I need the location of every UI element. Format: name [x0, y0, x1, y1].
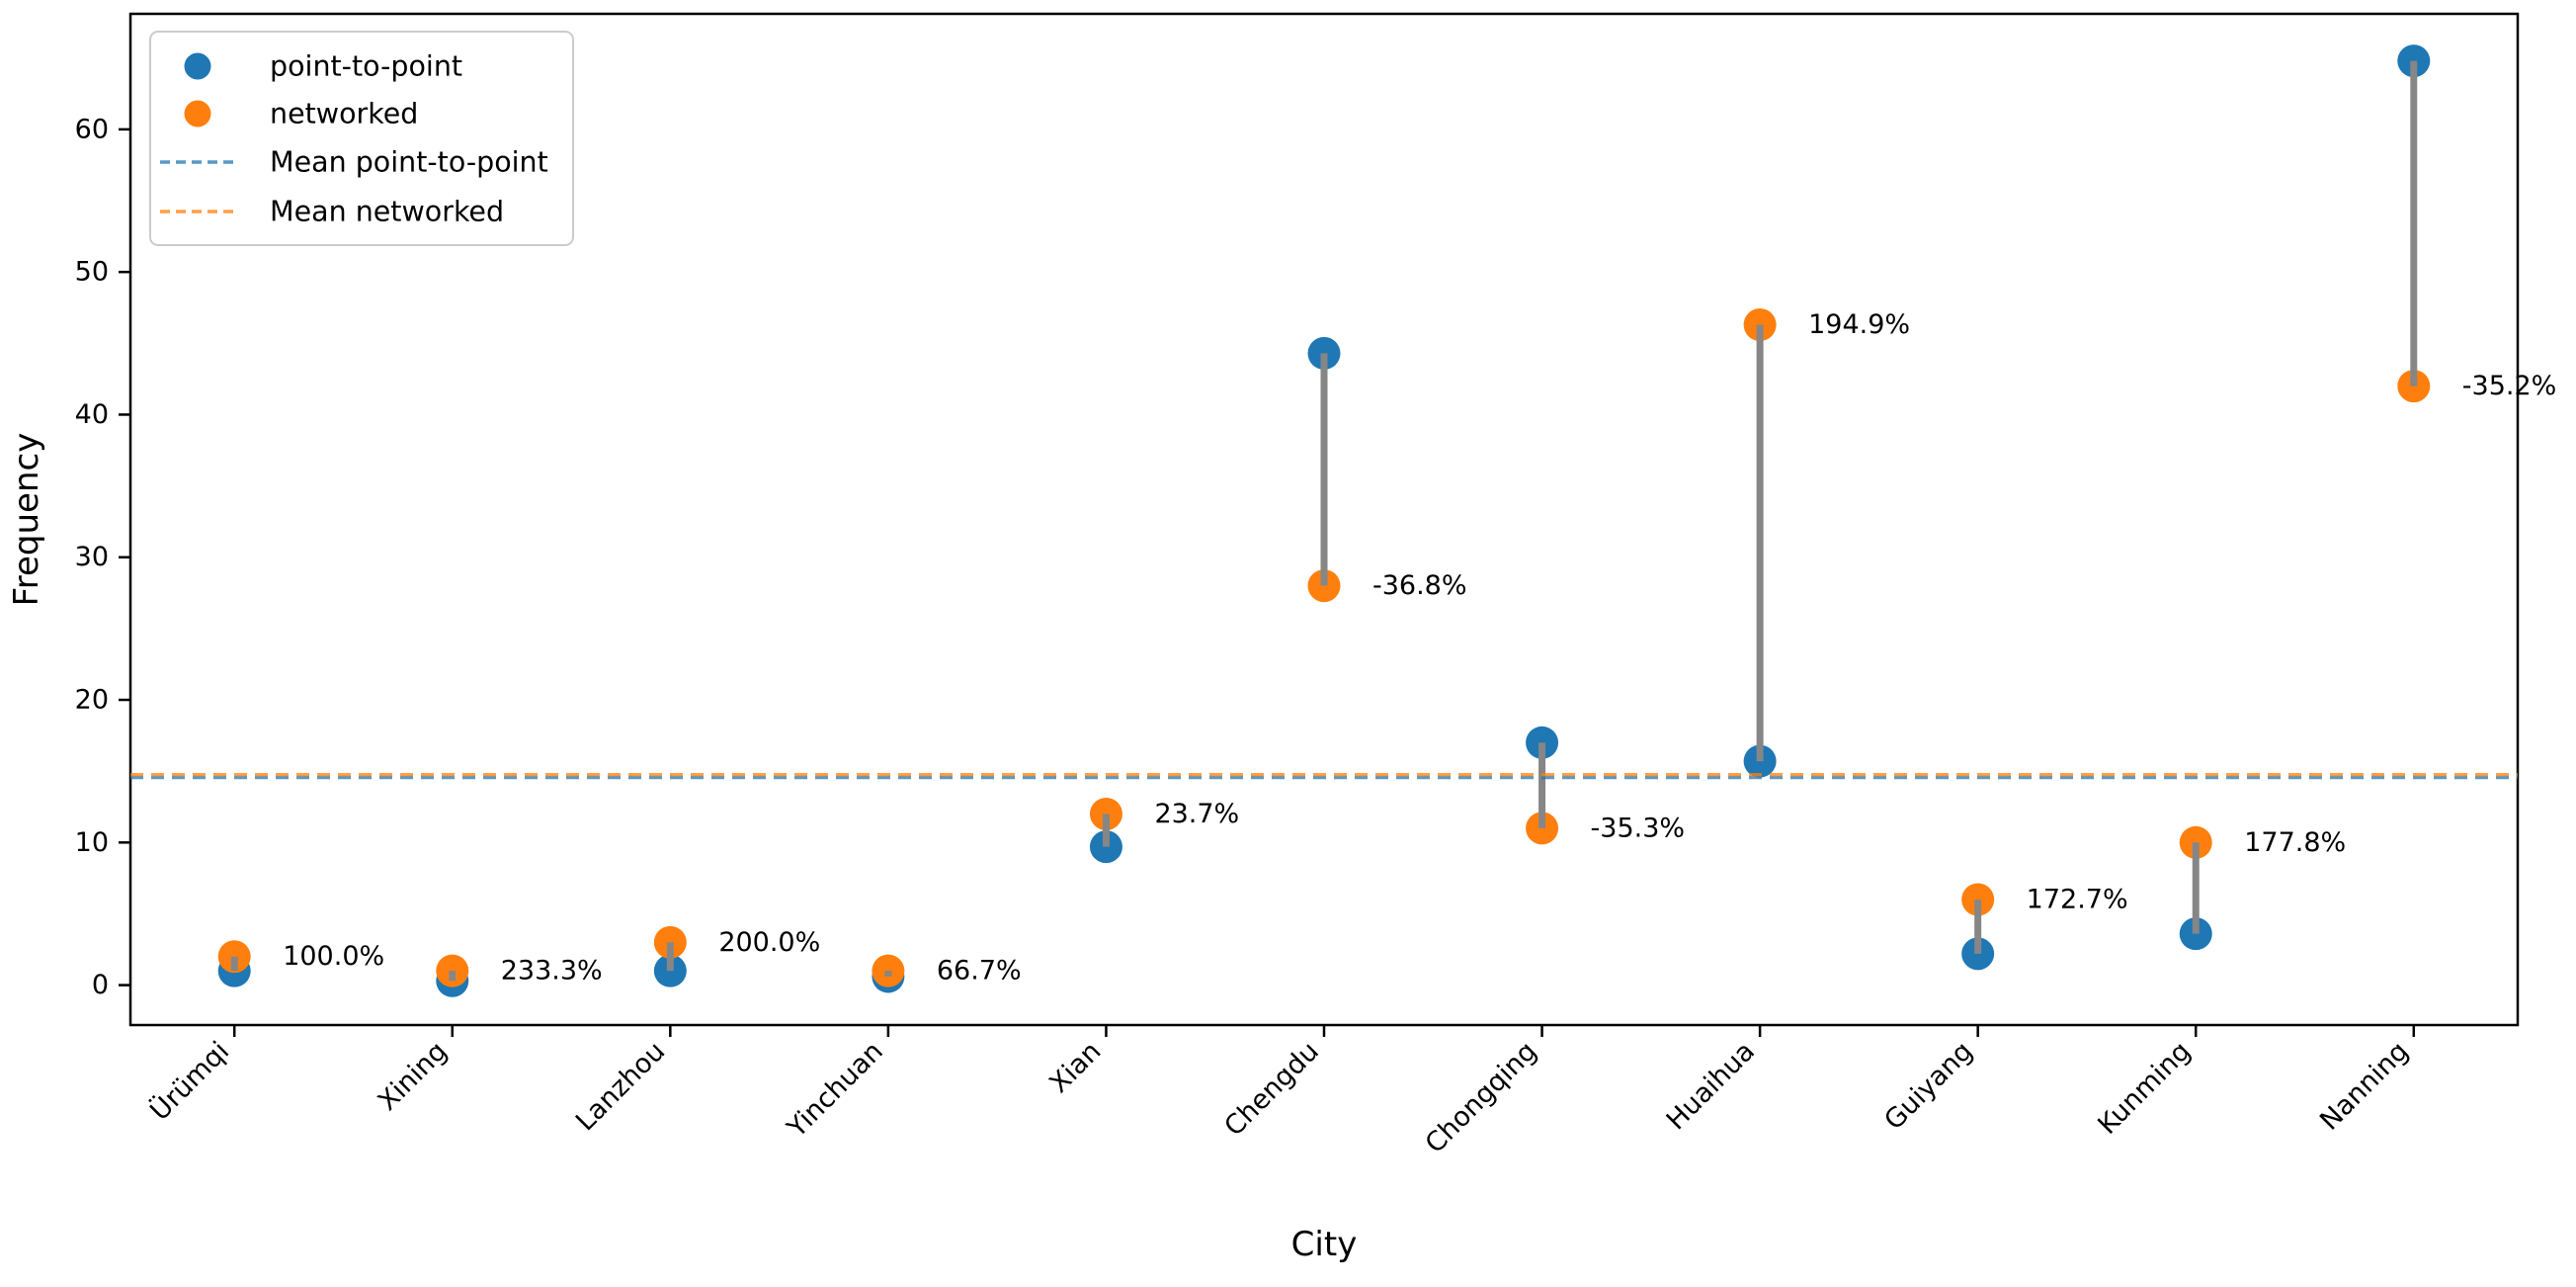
y-tick-label: 20	[75, 685, 109, 716]
percent-change-label: 172.7%	[2027, 885, 2128, 915]
legend-marker-dot	[184, 52, 211, 80]
y-tick-label: 60	[75, 114, 109, 144]
legend-label: point-to-point	[270, 50, 462, 83]
percent-change-label: -35.3%	[1591, 813, 1686, 843]
y-tick-label: 40	[75, 399, 109, 430]
percent-change-label: -35.2%	[2462, 371, 2557, 401]
legend-marker-dot	[184, 100, 211, 128]
percent-change-label: 194.9%	[1808, 309, 1910, 340]
y-tick-label: 0	[92, 970, 109, 1000]
x-axis-label: City	[1291, 1225, 1358, 1264]
percent-change-label: -36.8%	[1372, 570, 1467, 601]
percent-change-label: 200.0%	[718, 927, 820, 958]
percent-change-label: 233.3%	[501, 956, 603, 987]
legend-label: networked	[270, 98, 418, 130]
y-axis-label: Frequency	[7, 433, 46, 607]
legend-label: Mean networked	[270, 196, 504, 228]
legend-label: Mean point-to-point	[270, 146, 548, 179]
y-tick-label: 30	[75, 542, 109, 572]
legend-box	[149, 31, 574, 246]
y-tick-label: 50	[75, 257, 109, 288]
y-tick-label: 10	[75, 827, 109, 858]
percent-change-label: 23.7%	[1154, 799, 1239, 829]
percent-change-label: 100.0%	[283, 941, 384, 972]
percent-change-label: 177.8%	[2244, 827, 2346, 858]
percent-change-label: 66.7%	[937, 956, 1022, 987]
